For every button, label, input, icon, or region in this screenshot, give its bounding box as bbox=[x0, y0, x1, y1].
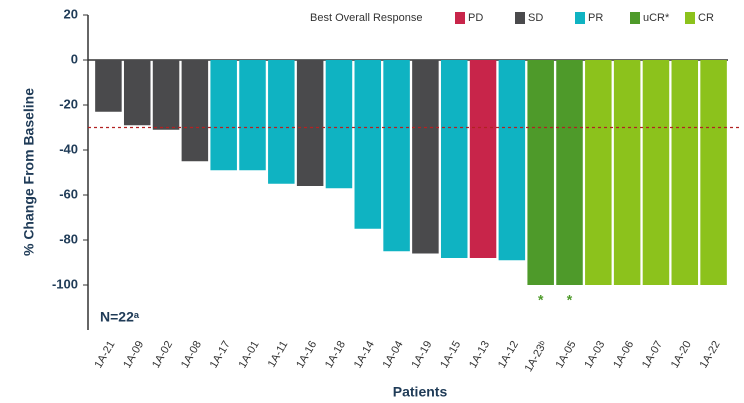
x-tick-label: 1A-20 bbox=[669, 339, 694, 370]
annotation: * bbox=[538, 292, 544, 308]
bar bbox=[469, 60, 497, 258]
y-tick-label: 20 bbox=[64, 6, 78, 21]
x-tick-label: 1A-23ᵇ bbox=[523, 339, 550, 374]
legend-label: PR bbox=[588, 12, 603, 24]
bar bbox=[585, 60, 612, 285]
x-tick-label: 1A-06 bbox=[611, 339, 636, 370]
x-tick-label: 1A-11 bbox=[266, 339, 291, 370]
legend-label: uCR* bbox=[643, 12, 670, 24]
bar bbox=[152, 60, 180, 130]
bar bbox=[181, 60, 209, 162]
bar bbox=[527, 60, 554, 285]
legend-label: PD bbox=[468, 12, 483, 24]
x-tick-label: 1A-22 bbox=[698, 339, 723, 370]
bar bbox=[123, 60, 151, 126]
bar bbox=[613, 60, 641, 285]
bar bbox=[671, 60, 699, 285]
bar bbox=[325, 60, 353, 189]
bar bbox=[412, 60, 439, 254]
bar bbox=[95, 60, 122, 112]
x-tick-label: 1A-14 bbox=[352, 339, 377, 370]
y-tick-label: -80 bbox=[59, 231, 78, 246]
x-tick-label: 1A-18 bbox=[323, 339, 348, 370]
annotation: * bbox=[567, 292, 573, 308]
bar bbox=[268, 60, 295, 184]
x-tick-label: 1A-15 bbox=[438, 339, 463, 370]
x-tick-label: 1A-17 bbox=[208, 339, 233, 370]
legend-swatch bbox=[630, 12, 640, 24]
legend-label: SD bbox=[528, 12, 543, 24]
x-tick-label: 1A-03 bbox=[582, 339, 607, 370]
x-tick-label: 1A-13 bbox=[467, 339, 492, 370]
x-tick-label: 1A-12 bbox=[496, 339, 521, 370]
y-tick-label: -40 bbox=[59, 141, 78, 156]
bar bbox=[354, 60, 382, 229]
x-tick-label: 1A-04 bbox=[381, 339, 406, 370]
x-tick-label: 1A-19 bbox=[409, 339, 434, 370]
x-tick-label: 1A-05 bbox=[554, 339, 579, 370]
bar bbox=[296, 60, 324, 186]
legend-title: Best Overall Response bbox=[310, 12, 423, 24]
bar bbox=[239, 60, 266, 171]
y-tick-label: -60 bbox=[59, 186, 78, 201]
y-axis-label: % Change From Baseline bbox=[21, 88, 37, 256]
x-tick-label: 1A-09 bbox=[121, 339, 146, 370]
note: N=22ᵃ bbox=[100, 309, 140, 325]
legend-label: CR bbox=[698, 12, 714, 24]
x-axis-label: Patients bbox=[393, 384, 448, 400]
x-tick-label: 1A-21 bbox=[92, 339, 117, 370]
bar bbox=[440, 60, 468, 258]
x-tick-label: 1A-08 bbox=[179, 339, 204, 370]
bar bbox=[210, 60, 237, 171]
y-tick-label: 0 bbox=[71, 51, 78, 66]
bar bbox=[700, 60, 727, 285]
bar bbox=[642, 60, 670, 285]
x-tick-label: 1A-01 bbox=[237, 339, 262, 370]
bar bbox=[556, 60, 583, 285]
y-tick-label: -100 bbox=[52, 276, 78, 291]
x-tick-label: 1A-07 bbox=[640, 339, 665, 370]
y-tick-label: -20 bbox=[59, 96, 78, 111]
bar bbox=[498, 60, 526, 261]
x-tick-label: 1A-02 bbox=[150, 339, 175, 370]
x-tick-label: 1A-16 bbox=[294, 339, 319, 370]
legend-swatch bbox=[685, 12, 695, 24]
legend-swatch bbox=[575, 12, 585, 24]
legend-swatch bbox=[455, 12, 465, 24]
legend-swatch bbox=[515, 12, 525, 24]
bar bbox=[383, 60, 410, 252]
